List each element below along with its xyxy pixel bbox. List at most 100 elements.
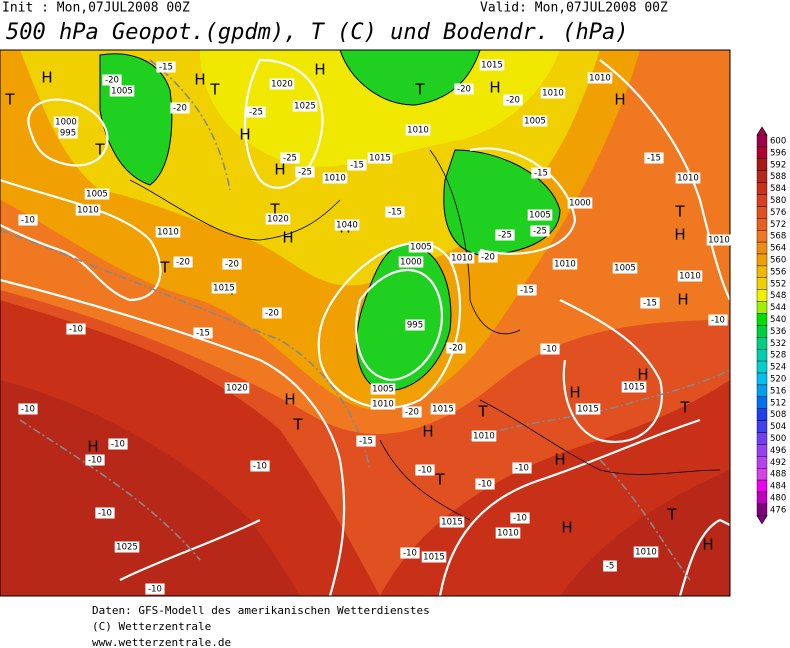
contour-label: 1000 [55,118,77,128]
label-box [603,560,617,572]
legend-swatch [756,432,768,445]
pressure-center: H [87,438,98,456]
contour-label: 1015 [423,553,445,563]
label-box [439,516,465,528]
label-box [18,403,38,415]
contour-label: 1010 [157,228,179,238]
footer-line: www.wetterzentrale.de [92,636,231,648]
contour-label: 1005 [372,385,394,395]
contour-label: -10 [403,549,417,559]
label-box [334,219,360,231]
contour-label: 1010 [473,432,495,442]
label-box [706,234,732,246]
legend-level: 484 [770,482,786,492]
label-box [454,83,474,95]
contour-label: 1005 [529,211,551,221]
label-box [478,251,498,263]
label-box [421,551,447,563]
legend-level: 528 [770,351,786,361]
contour-label: 1015 [213,284,235,294]
legend-swatch [756,218,768,231]
legend-level: 492 [770,458,786,468]
legend-swatch [756,194,768,207]
contour-label: 1010 [324,174,346,184]
pressure-center: H [282,229,293,247]
label-box [449,252,475,264]
contour-label: 1015 [481,61,503,71]
label-box [640,297,660,309]
label-box [527,209,553,221]
contour-label: -10 [478,480,492,490]
label-box [503,94,523,106]
pressure-center: H [674,226,685,244]
legend-swatch [756,349,768,362]
legend-swatch [756,253,768,267]
legend-swatch [756,503,768,516]
contour-label: -10 [148,585,162,595]
label-box [156,61,176,73]
pressure-center: H [702,536,713,554]
contour-label: -25 [533,227,547,237]
label-box [675,172,701,184]
contour-label: -20 [449,344,463,354]
pressure-center: H [314,61,325,79]
label-box [347,159,367,171]
contour-label: -20 [176,258,190,268]
legend-level: 572 [770,220,786,230]
label-box [222,258,242,270]
pressure-center: H [677,291,688,309]
legend-level: 480 [770,493,786,503]
contour-label: 1015 [441,518,463,528]
contour-label: 1015 [623,383,645,393]
pressure-center: H [637,366,648,384]
contour-label: -15 [534,169,548,179]
contour-label: 1010 [372,400,394,410]
label-box [356,435,376,447]
legend-swatch [756,158,768,171]
contour-label: 1020 [271,80,293,90]
contour-label: 1010 [542,89,564,99]
legend-swatch [756,384,768,397]
legend-level: 536 [770,327,786,337]
label-box [408,241,434,253]
contour-label: 1010 [407,126,429,136]
label-box [84,188,110,200]
legend-swatch [756,372,768,386]
legend-arrow-bottom [756,515,768,525]
legend-level: 596 [770,148,786,158]
label-box [66,323,86,335]
footer-line: Daten: GFS-Modell des amerikanischen Wet… [92,604,430,617]
pressure-center: T [292,416,303,434]
pressure-center: H [284,391,295,409]
contour-label: -15 [520,286,534,296]
pressure-center: H [239,126,250,144]
label-box [575,403,601,415]
legend-swatch [756,456,768,469]
contour-label: -15 [350,161,364,171]
contour-label: 1010 [554,260,576,270]
contour-label: -10 [515,464,529,474]
label-box [211,282,237,294]
label-box [75,204,101,216]
label-box [370,398,396,410]
pressure-center: H [561,519,572,537]
contour-label: 1010 [77,206,99,216]
pressure-center: T [269,201,280,219]
contour-label: 1020 [267,215,289,225]
legend-swatch [756,301,768,314]
label-box [644,152,664,164]
legend-arrow-top [756,126,768,136]
legend-swatch [756,170,768,183]
contour-label: -10 [418,466,432,476]
pressure-center: H [614,91,625,109]
contour-label: -15 [643,299,657,309]
contour-label: -10 [513,514,527,524]
label-box [262,307,282,319]
label-box [415,464,435,476]
map-title: 500 hPa Geopot.(gpdm), T (C) und Bodendr… [6,20,629,45]
legend-swatch [756,134,768,148]
contour-label: -20 [457,85,471,95]
contour-label: -10 [711,316,725,326]
